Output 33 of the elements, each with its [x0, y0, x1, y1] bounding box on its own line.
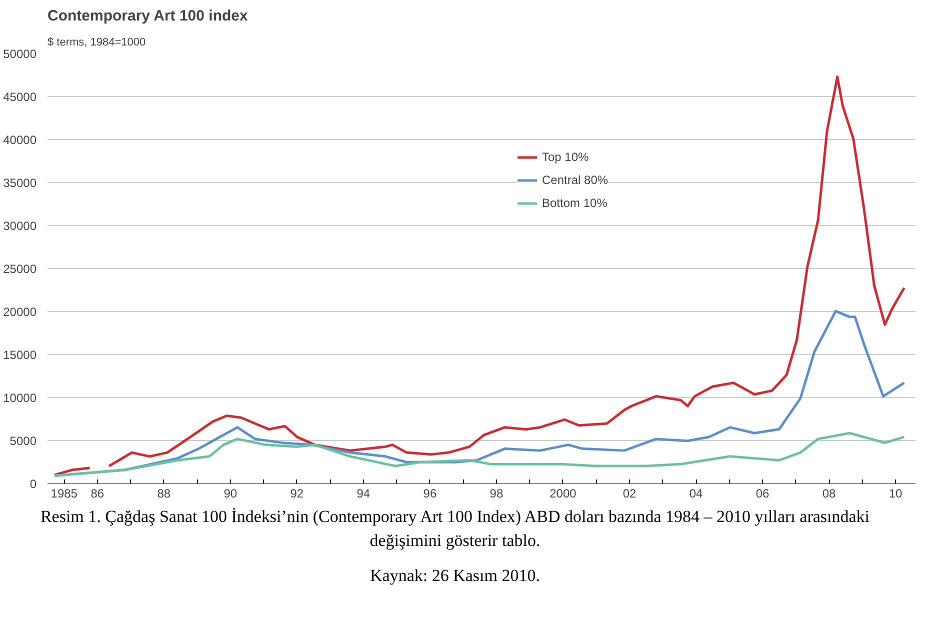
text: Kaynak: 26 Kasım 2010. [370, 564, 540, 587]
y-tick-label: 35000 [3, 176, 37, 190]
x-tick-label: 08 [822, 486, 836, 500]
y-tick-label: 15000 [3, 348, 37, 362]
x-tick-label: 1985 [50, 486, 78, 500]
legend-label: Central 80% [542, 173, 608, 187]
chart-subtitle: $ terms, 1984=1000 [48, 36, 146, 48]
x-tick-label: 04 [689, 486, 704, 500]
y-tick-label: 30000 [3, 219, 37, 233]
x-tick-label: 96 [423, 486, 437, 500]
x-tick-label: 10 [888, 486, 903, 500]
x-tick-label: 2000 [550, 486, 577, 500]
x-tick-label: 86 [90, 486, 104, 500]
x-tick-label: 92 [290, 486, 304, 500]
text: Resim 1. Çağdaş Sanat 100 İndeksi’nin (Contemporary Art 100 Index) ABD doları bazında 1984 – 2010 yılları arasındaki değişimini gösterir tablo. [39, 506, 871, 552]
y-tick-label: 10000 [3, 391, 37, 405]
y-tick-label: 25000 [3, 262, 37, 276]
legend-label: Bottom 10% [542, 196, 608, 210]
y-tick-label: 0 [30, 477, 37, 491]
x-tick-label: 02 [622, 486, 636, 500]
y-tick-label: 45000 [3, 90, 37, 104]
legend-label: Top 10% [542, 150, 589, 164]
chart-title: Contemporary Art 100 index [48, 8, 248, 24]
x-tick-label: 06 [756, 486, 770, 500]
y-tick-label: 5000 [10, 434, 37, 448]
line-series [53, 432, 906, 478]
y-tick-label: 50000 [3, 47, 37, 61]
y-tick-label: 20000 [3, 305, 37, 319]
y-tick-label: 40000 [3, 133, 37, 147]
x-tick-label: 94 [356, 486, 370, 500]
x-tick-label: 98 [490, 486, 504, 500]
x-tick-label: 88 [157, 486, 171, 500]
x-tick-label: 90 [224, 486, 238, 500]
